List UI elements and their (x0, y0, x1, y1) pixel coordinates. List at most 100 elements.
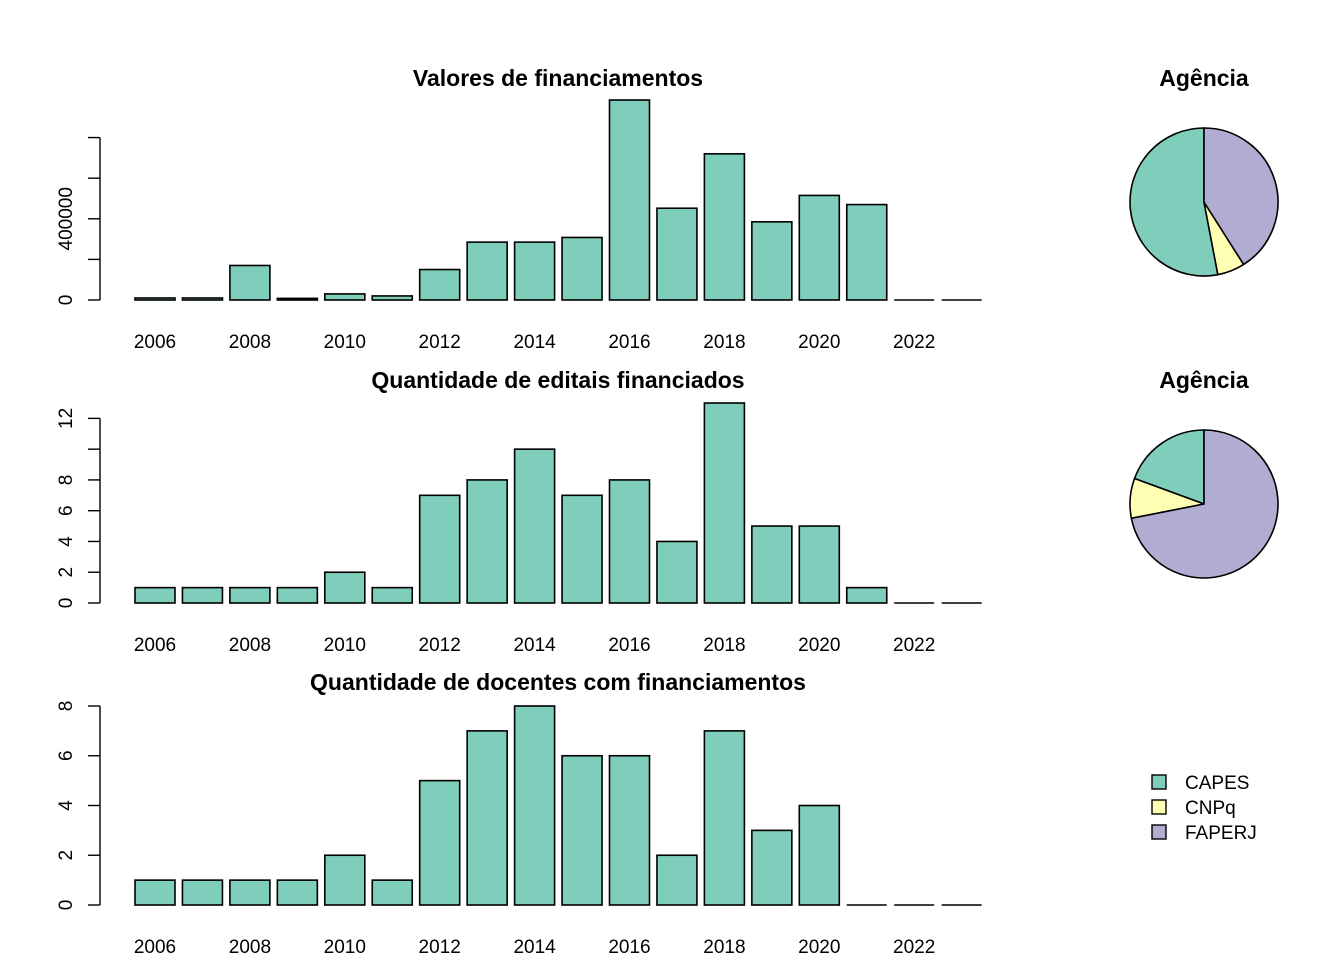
panel-title: Valores de financiamentos (413, 65, 703, 91)
pie-slice-capes (1133, 429, 1205, 506)
bar-2011 (371, 295, 414, 301)
bar-2016 (608, 99, 651, 301)
x-tick-label: 2008 (229, 937, 271, 958)
bar-2014 (513, 241, 556, 301)
y-tick-label: 0 (56, 598, 77, 609)
x-tick-label: 2016 (608, 937, 650, 958)
x-tick-label: 2020 (798, 937, 840, 958)
panel-title: Quantidade de docentes com financiamento… (310, 669, 806, 695)
bar-2019 (751, 525, 793, 604)
bar-2012 (418, 494, 461, 604)
y-tick-label: 4 (56, 536, 77, 547)
y-tick-label: 0 (56, 295, 77, 306)
bar-2018 (703, 730, 746, 906)
x-tick-label: 2014 (513, 635, 556, 656)
y-tick-label: 2 (56, 850, 77, 861)
bar-2012 (418, 268, 461, 301)
x-tick-label: 2022 (893, 635, 935, 656)
pie-slice-faperj (1203, 127, 1279, 266)
y-tick-label: 8 (56, 475, 77, 486)
x-tick-label: 2014 (513, 937, 556, 958)
pie-panel-1: Agência (1129, 65, 1279, 277)
x-tick-label: 2018 (703, 937, 745, 958)
bar-2015 (561, 754, 603, 906)
pie-slice-capes (1129, 127, 1219, 277)
x-tick-label: 2010 (324, 937, 366, 958)
bar-2007 (181, 586, 224, 604)
y-tick-label: 6 (56, 505, 77, 516)
bar-2016 (608, 754, 651, 906)
x-tick-label: 2022 (893, 937, 935, 958)
bar-2009 (276, 586, 319, 604)
pie-title: Agência (1159, 65, 1249, 91)
bar-2010 (323, 571, 366, 604)
legend-item-faperj: FAPERJ (1151, 823, 1257, 844)
y-tick-label: 400000 (56, 187, 77, 250)
bar-2020 (798, 194, 841, 301)
bar-panel-1: Valores de financiamentos 2006 2008 2010 201… (56, 65, 982, 353)
bar-2021 (845, 203, 888, 301)
bar-2008 (229, 586, 271, 604)
agency-legend: CAPES CNPq FAPERJ (1151, 773, 1257, 844)
bar-2006 (134, 586, 176, 604)
bar-2014 (513, 448, 556, 604)
bar-2014 (513, 705, 556, 906)
x-tick-label: 2020 (798, 332, 840, 353)
bar-2018 (703, 402, 746, 604)
bar-panel-3: Quantidade de docentes com financiamento… (56, 669, 982, 958)
bar-2011 (371, 879, 414, 906)
bar-2006 (134, 297, 176, 301)
bar-2015 (561, 236, 603, 301)
bar-2007 (181, 297, 224, 301)
x-tick-label: 2006 (134, 332, 176, 353)
bar-2010 (323, 293, 366, 301)
pie-slice-faperj (1130, 429, 1279, 579)
bar-2013 (466, 730, 508, 906)
bar-2017 (656, 207, 698, 301)
x-tick-label: 2006 (134, 635, 176, 656)
y-tick-label: 8 (56, 701, 77, 712)
x-tick-label: 2006 (134, 937, 176, 958)
y-tick-label: 0 (56, 900, 77, 911)
x-tick-label: 2016 (608, 332, 650, 353)
bar-2018 (703, 153, 746, 301)
x-tick-label: 2012 (419, 635, 461, 656)
bar-panel-2: Quantidade de editais financiados 2006 200… (56, 367, 982, 656)
legend-label: CNPq (1185, 798, 1236, 819)
bar-2010 (323, 854, 366, 906)
bar-2009 (276, 297, 319, 301)
legend-swatch (1151, 824, 1167, 840)
legend-label: FAPERJ (1185, 823, 1257, 844)
y-tick-label: 2 (56, 567, 77, 578)
legend-swatch (1151, 774, 1167, 790)
x-tick-label: 2022 (893, 332, 935, 353)
legend-label: CAPES (1185, 773, 1249, 794)
x-tick-label: 2012 (419, 937, 461, 958)
y-tick-label: 4 (56, 800, 77, 811)
pie-chart-panels: Agência Agência (1129, 65, 1279, 579)
bar-2020 (798, 804, 841, 906)
x-tick-label: 2020 (798, 635, 840, 656)
x-tick-label: 2018 (703, 635, 745, 656)
x-tick-label: 2018 (703, 332, 745, 353)
bar-2009 (276, 879, 319, 906)
bar-2017 (656, 540, 698, 604)
x-tick-label: 2012 (419, 332, 461, 353)
bar-2020 (798, 525, 841, 604)
bar-2006 (134, 879, 176, 906)
x-tick-label: 2008 (229, 635, 271, 656)
bar-2013 (466, 479, 508, 604)
bar-2013 (466, 241, 508, 301)
bar-2019 (751, 221, 793, 301)
bar-2017 (656, 854, 698, 906)
bar-2008 (229, 879, 271, 906)
legend-item-capes: CAPES (1151, 773, 1249, 794)
bar-2016 (608, 479, 651, 604)
x-tick-label: 2014 (513, 332, 556, 353)
bar-2007 (181, 879, 224, 906)
pie-title: Agência (1159, 367, 1249, 393)
legend-swatch (1151, 799, 1167, 815)
y-tick-label: 12 (56, 408, 77, 429)
